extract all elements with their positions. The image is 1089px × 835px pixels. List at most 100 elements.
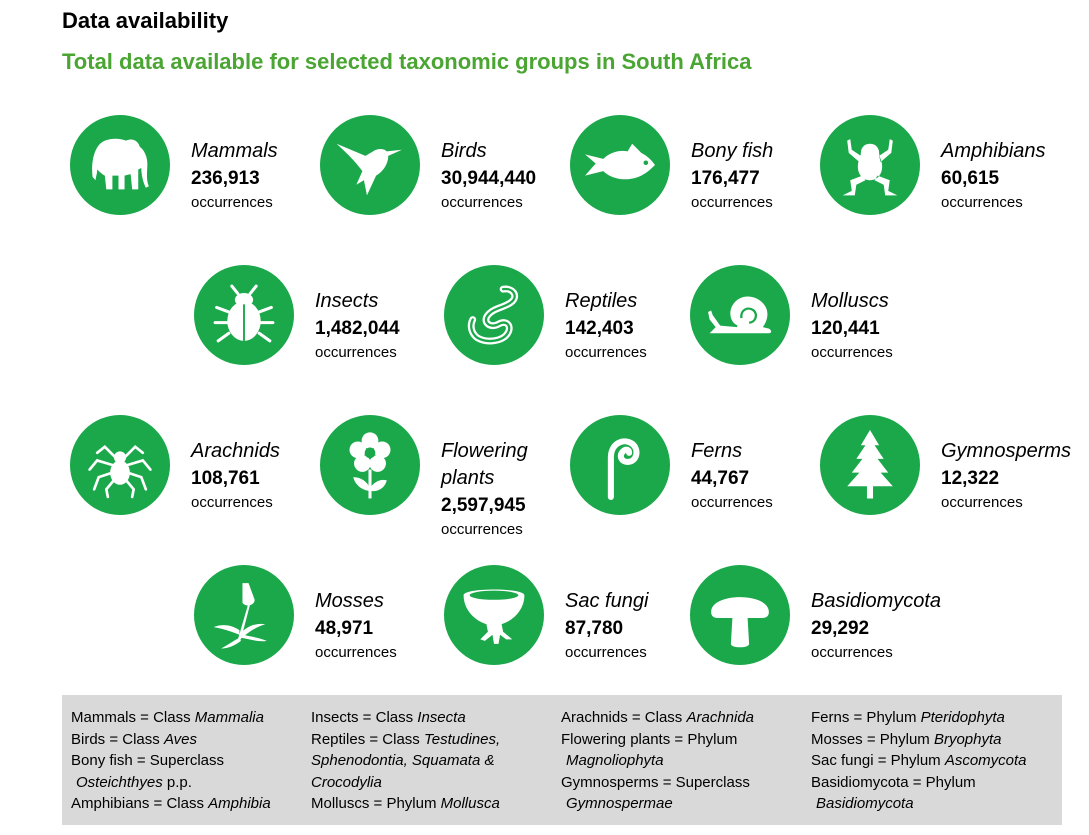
group-name: Birds <box>441 140 487 162</box>
legend-taxon: Sphenodontia, Squamata & <box>311 752 495 769</box>
legend-line: Birds = Class Aves <box>71 729 271 751</box>
group-unit: occurrences <box>191 194 273 211</box>
group-count: 108,761 <box>191 468 260 489</box>
legend-text: Flowering plants = Phylum <box>561 730 738 748</box>
group-tile-basidiomycota: Basidiomycota 29,292 occurrences <box>690 565 1070 695</box>
legend-text: Insects = Class <box>311 709 418 726</box>
group-count: 2,597,945 <box>441 495 526 516</box>
legend-line: Magnoliophyta <box>561 750 754 772</box>
group-tile-flowering-plants: Flowering plants 2,597,945 occurrences <box>320 415 700 545</box>
snail-icon <box>690 265 790 365</box>
group-tile-amphibians: Amphibians 60,615 occurrences <box>820 115 1089 245</box>
legend-taxon: Arachnida <box>686 709 755 726</box>
legend-taxon: Crocodylia <box>311 773 382 791</box>
legend-line: Gymnospermae <box>561 793 754 815</box>
legend-line: Crocodylia <box>311 772 500 794</box>
group-name: Bony fish <box>691 140 774 162</box>
taxonomy-legend: Mammals = Class Mammalia Birds = Class A… <box>62 695 1062 825</box>
group-unit: occurrences <box>565 644 647 661</box>
moss-icon <box>194 565 294 665</box>
group-tile-insects: Insects 1,482,044 occurrences <box>194 265 574 395</box>
mushroom-icon <box>690 565 790 665</box>
group-name: Arachnids <box>191 440 280 462</box>
group-unit: occurrences <box>811 344 893 361</box>
legend-taxon: Basidiomycota <box>816 795 914 812</box>
fish-icon <box>570 115 670 215</box>
legend-text: Birds = Class <box>71 730 164 748</box>
group-count: 48,971 <box>315 618 374 639</box>
group-unit: occurrences <box>691 194 773 211</box>
legend-line: Reptiles = Class Testudines, <box>311 729 500 751</box>
spider-icon <box>70 415 170 515</box>
group-tile-reptiles: Reptiles 142,403 occurrences <box>444 265 824 395</box>
page-subtitle: Total data available for selected taxono… <box>62 49 752 74</box>
group-tile-molluscs: Molluscs 120,441 occurrences <box>690 265 1070 395</box>
legend-line: Sphenodontia, Squamata & <box>311 750 500 772</box>
group-name: Amphibians <box>941 140 1046 162</box>
group-unit: occurrences <box>941 494 1023 511</box>
legend-text: Ferns = Phylum <box>811 709 921 726</box>
group-name: Insects <box>315 290 379 312</box>
page-title: Data availability <box>62 8 229 33</box>
legend-taxon: Magnoliophyta <box>566 752 664 769</box>
group-unit: occurrences <box>191 494 273 511</box>
legend-line: Basidiomycota = Phylum <box>811 772 1027 794</box>
group-name: Sac fungi <box>565 590 649 612</box>
legend-taxon: Mollusca <box>440 795 500 812</box>
group-count: 60,615 <box>941 168 1000 189</box>
legend-taxon: Mammalia <box>194 709 264 726</box>
fern-icon <box>570 415 670 515</box>
group-count: 142,403 <box>565 318 634 339</box>
legend-line: Molluscs = Phylum Mollusca <box>311 793 500 815</box>
group-name-line2: plants <box>441 467 495 489</box>
legend-taxon: Gymnospermae <box>566 795 673 812</box>
group-count: 44,767 <box>691 468 750 489</box>
legend-text: Mosses = Phylum <box>811 730 934 748</box>
group-count: 236,913 <box>191 168 260 189</box>
frog-icon <box>820 115 920 215</box>
legend-line: Ferns = Phylum Pteridophyta <box>811 707 1027 729</box>
group-name: Mosses <box>315 590 384 612</box>
legend-line: Insects = Class Insecta <box>311 707 500 729</box>
group-tile-mosses: Mosses 48,971 occurrences <box>194 565 574 695</box>
legend-text: Reptiles = Class <box>311 730 424 748</box>
group-name-line1: Flowering <box>441 440 528 462</box>
legend-taxon: Bryophyta <box>933 730 1002 748</box>
legend-column-4: Ferns = Phylum Pteridophyta Mosses = Phy… <box>811 707 1027 815</box>
elephant-icon <box>70 115 170 215</box>
legend-taxon: Ascomycota <box>944 752 1027 769</box>
legend-text: p.p. <box>162 773 192 791</box>
hummingbird-icon <box>320 115 420 215</box>
conifer-icon <box>820 415 920 515</box>
legend-taxon: Aves <box>163 730 198 748</box>
group-count: 30,944,440 <box>441 168 537 189</box>
legend-text: Amphibians = Class <box>71 795 209 812</box>
group-name: Basidiomycota <box>811 590 942 612</box>
group-tile-ferns: Ferns 44,767 occurrences <box>570 415 950 545</box>
legend-taxon: Osteichthyes <box>76 773 163 791</box>
group-tile-gymnosperms: Gymnosperms 12,322 occurrences <box>820 415 1089 545</box>
beetle-icon <box>194 265 294 365</box>
group-name: Gymnosperms <box>941 440 1072 462</box>
legend-line: Basidiomycota <box>811 793 1027 815</box>
group-tile-birds: Birds 30,944,440 occurrences <box>320 115 700 245</box>
group-unit: occurrences <box>315 644 397 661</box>
legend-line: Amphibians = Class Amphibia <box>71 793 271 815</box>
legend-taxon: Insecta <box>417 709 466 726</box>
legend-line: Osteichthyes p.p. <box>71 772 271 794</box>
group-tile-mammals: Mammals 236,913 occurrences <box>70 115 450 245</box>
group-unit: occurrences <box>565 344 647 361</box>
group-unit: occurrences <box>441 194 523 211</box>
legend-line: Bony fish = Superclass <box>71 750 271 772</box>
flower-icon <box>320 415 420 515</box>
legend-text: Basidiomycota = Phylum <box>811 773 976 791</box>
legend-line: Flowering plants = Phylum <box>561 729 754 751</box>
group-count: 87,780 <box>565 618 624 639</box>
group-unit: occurrences <box>691 494 773 511</box>
legend-text: Mammals = Class <box>71 709 195 726</box>
legend-column-2: Insects = Class Insecta Reptiles = Class… <box>311 707 500 815</box>
legend-text: Sac fungi = Phylum <box>811 752 945 769</box>
group-unit: occurrences <box>441 521 523 538</box>
legend-text: Arachnids = Class <box>561 709 687 726</box>
group-count: 120,441 <box>811 318 880 339</box>
